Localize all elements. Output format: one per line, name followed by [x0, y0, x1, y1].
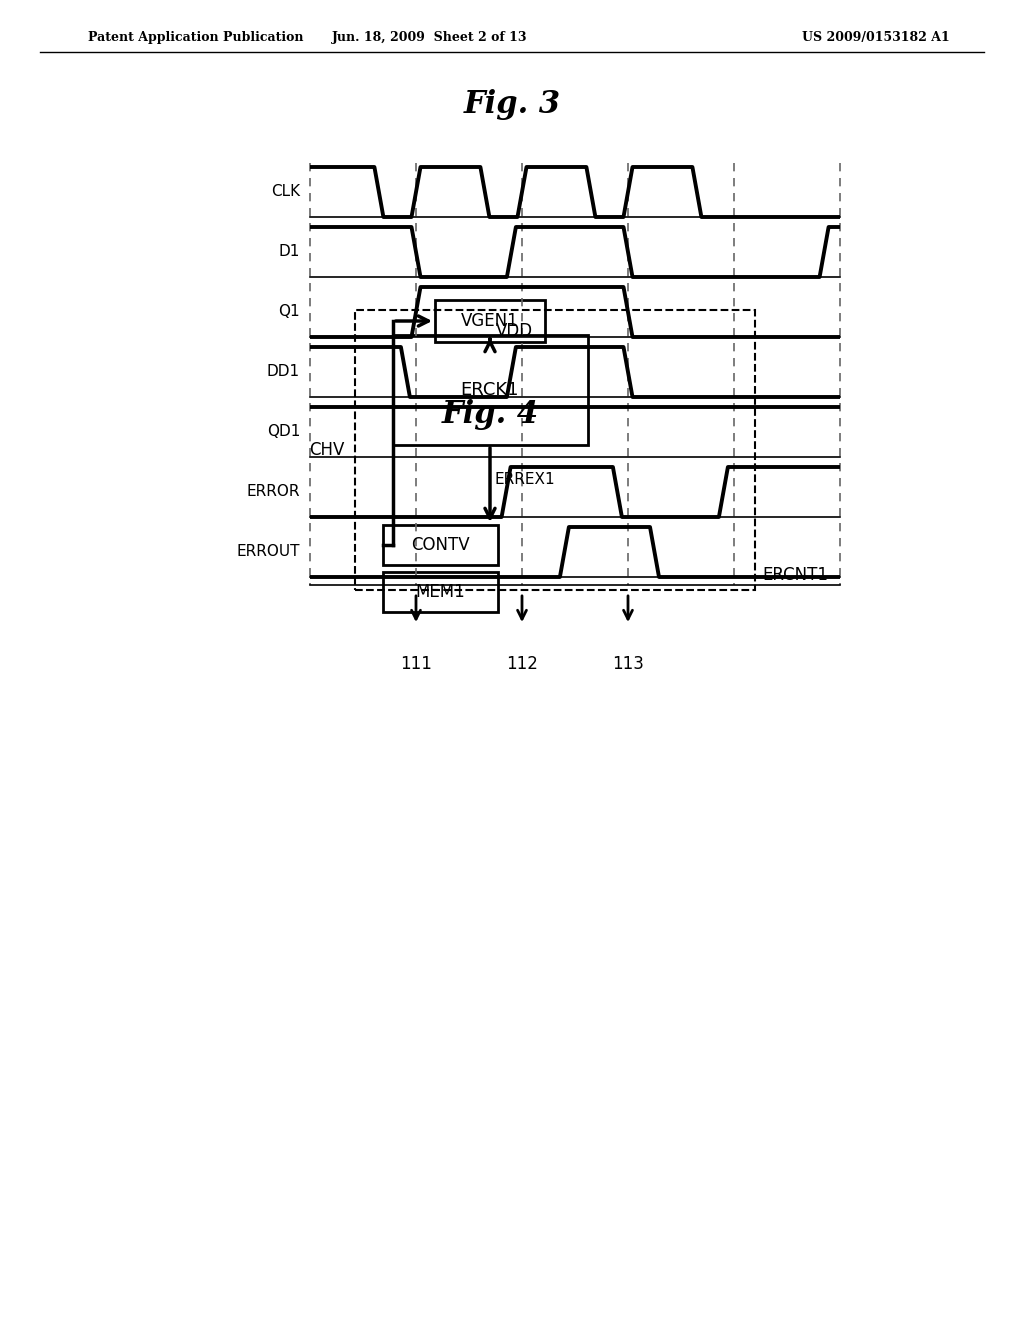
Bar: [392, 335, 588, 445]
Text: ERREX1: ERREX1: [494, 473, 555, 487]
Text: 111: 111: [400, 655, 432, 673]
Text: CHV: CHV: [309, 441, 345, 459]
Text: Jun. 18, 2009  Sheet 2 of 13: Jun. 18, 2009 Sheet 2 of 13: [332, 32, 527, 45]
Text: Q1: Q1: [279, 305, 300, 319]
Text: ERROR: ERROR: [247, 484, 300, 499]
Text: Fig. 3: Fig. 3: [464, 90, 560, 120]
Text: CLK: CLK: [271, 185, 300, 199]
Text: 112: 112: [506, 655, 538, 673]
Text: ERROUT: ERROUT: [237, 544, 300, 560]
Text: CONTV: CONTV: [411, 536, 469, 554]
Text: MEM1: MEM1: [415, 583, 465, 601]
Text: US 2009/0153182 A1: US 2009/0153182 A1: [802, 32, 950, 45]
Text: Fig. 4: Fig. 4: [441, 400, 539, 430]
Text: QD1: QD1: [266, 425, 300, 440]
Text: 113: 113: [612, 655, 644, 673]
Bar: [383, 525, 498, 565]
Bar: [355, 310, 755, 590]
Text: D1: D1: [279, 244, 300, 260]
Text: VGEN1: VGEN1: [461, 312, 519, 330]
Text: VDD: VDD: [496, 322, 534, 339]
Bar: [383, 572, 498, 612]
Text: ERCNT1: ERCNT1: [762, 566, 828, 583]
Text: ERCK1: ERCK1: [461, 381, 519, 399]
Text: Patent Application Publication: Patent Application Publication: [88, 32, 303, 45]
Text: DD1: DD1: [267, 364, 300, 380]
Bar: [435, 300, 545, 342]
